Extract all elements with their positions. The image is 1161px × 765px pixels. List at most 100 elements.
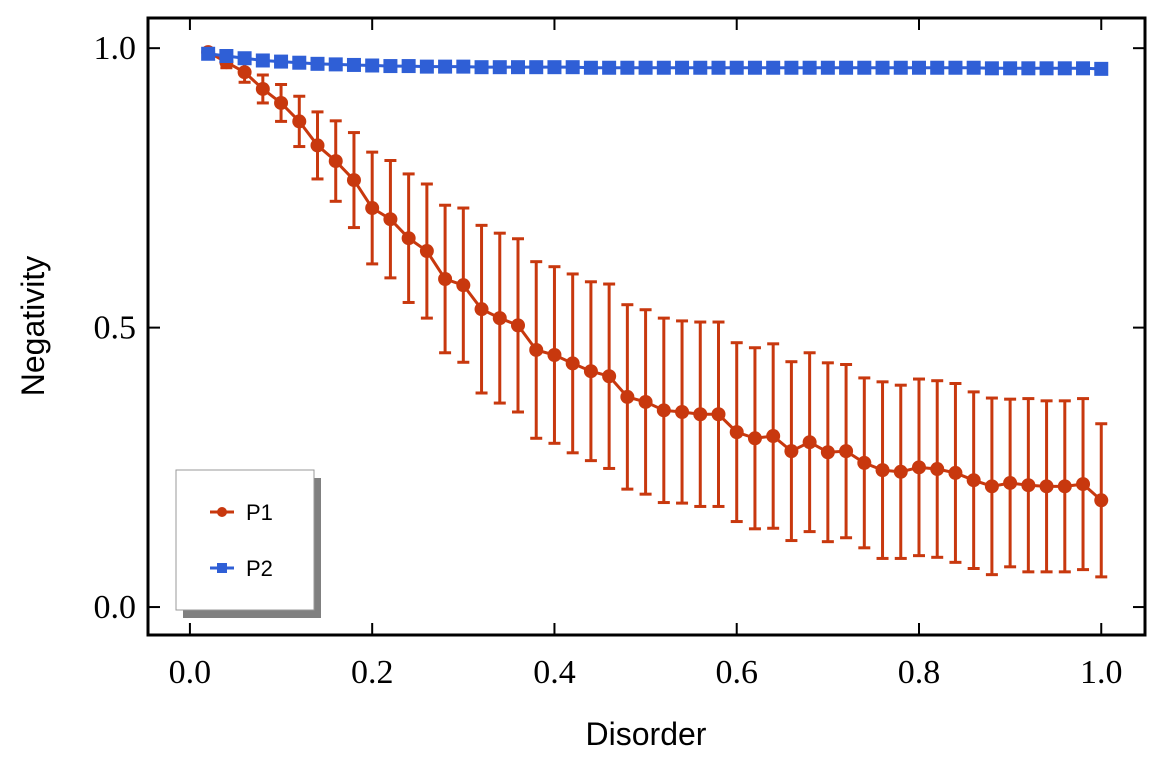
marker bbox=[547, 348, 562, 363]
marker bbox=[383, 212, 398, 227]
marker bbox=[930, 462, 945, 477]
marker bbox=[565, 356, 580, 371]
marker bbox=[492, 311, 507, 326]
marker bbox=[583, 60, 598, 75]
marker bbox=[766, 60, 781, 75]
marker bbox=[310, 138, 325, 153]
marker bbox=[1021, 478, 1036, 493]
marker bbox=[401, 59, 416, 74]
x-tick-label: 0.4 bbox=[533, 654, 576, 691]
marker bbox=[675, 60, 690, 75]
marker bbox=[893, 464, 908, 479]
marker bbox=[456, 278, 471, 293]
marker bbox=[1003, 475, 1018, 490]
y-axis-label: Negativity bbox=[15, 256, 51, 397]
marker bbox=[602, 369, 617, 384]
marker bbox=[747, 431, 762, 446]
marker bbox=[292, 55, 307, 70]
marker bbox=[747, 60, 762, 75]
marker bbox=[474, 60, 489, 75]
marker bbox=[693, 407, 708, 422]
marker bbox=[383, 59, 398, 74]
x-tick-label: 0.2 bbox=[351, 654, 394, 691]
marker bbox=[255, 53, 270, 68]
marker bbox=[766, 429, 781, 444]
marker bbox=[711, 60, 726, 75]
marker bbox=[365, 201, 380, 216]
series bbox=[201, 46, 1109, 76]
x-tick-label: 0.0 bbox=[169, 654, 212, 691]
marker bbox=[1003, 61, 1018, 76]
marker bbox=[474, 302, 489, 317]
marker bbox=[583, 364, 598, 379]
marker bbox=[274, 95, 289, 110]
y-tick-label: 0.5 bbox=[94, 310, 137, 347]
marker bbox=[966, 473, 981, 488]
marker bbox=[328, 154, 343, 169]
marker bbox=[1076, 477, 1091, 492]
marker bbox=[529, 342, 544, 357]
marker bbox=[237, 65, 252, 80]
marker bbox=[274, 54, 289, 69]
series bbox=[201, 45, 1109, 579]
marker bbox=[784, 444, 799, 459]
marker bbox=[602, 60, 617, 75]
marker bbox=[930, 60, 945, 75]
x-axis-label: Disorder bbox=[586, 716, 707, 752]
series-line bbox=[207, 50, 1103, 502]
marker bbox=[346, 57, 361, 72]
x-tick-label: 1.0 bbox=[1080, 654, 1123, 691]
marker bbox=[638, 60, 653, 75]
marker bbox=[438, 271, 453, 286]
marker bbox=[820, 445, 835, 460]
plot-frame bbox=[146, 16, 1147, 637]
marker bbox=[1094, 61, 1109, 76]
marker bbox=[1021, 61, 1036, 76]
marker bbox=[565, 60, 580, 75]
marker bbox=[857, 455, 872, 470]
marker bbox=[438, 59, 453, 74]
marker bbox=[219, 49, 234, 64]
legend: P1 P2 bbox=[175, 469, 321, 618]
marker bbox=[292, 114, 307, 129]
marker bbox=[456, 59, 471, 74]
marker bbox=[638, 394, 653, 409]
marker bbox=[784, 60, 799, 75]
legend-label: P1 bbox=[246, 500, 273, 525]
marker bbox=[365, 58, 380, 73]
marker bbox=[729, 425, 744, 440]
marker bbox=[966, 60, 981, 75]
marker bbox=[237, 51, 252, 66]
marker bbox=[693, 60, 708, 75]
marker bbox=[1039, 479, 1054, 494]
marker bbox=[1039, 61, 1054, 76]
marker bbox=[802, 435, 817, 450]
legend-box bbox=[175, 469, 315, 611]
marker bbox=[984, 61, 999, 76]
marker bbox=[201, 46, 216, 61]
legend-label: P2 bbox=[246, 556, 273, 581]
marker bbox=[875, 60, 890, 75]
marker bbox=[419, 59, 434, 74]
marker bbox=[529, 60, 544, 75]
y-tick-label: 1.0 bbox=[94, 30, 137, 67]
marker bbox=[729, 60, 744, 75]
marker bbox=[1057, 479, 1072, 494]
marker bbox=[346, 173, 361, 188]
marker bbox=[948, 60, 963, 75]
marker bbox=[802, 60, 817, 75]
marker bbox=[1057, 61, 1072, 76]
marker bbox=[511, 60, 526, 75]
marker bbox=[656, 403, 671, 418]
x-tick-label: 0.6 bbox=[715, 654, 758, 691]
marker bbox=[893, 60, 908, 75]
marker bbox=[511, 318, 526, 333]
marker bbox=[492, 60, 507, 75]
x-tick-label: 0.8 bbox=[898, 654, 941, 691]
y-tick-label: 0.0 bbox=[94, 589, 137, 626]
marker bbox=[401, 231, 416, 246]
marker bbox=[948, 465, 963, 480]
marker bbox=[255, 81, 270, 96]
